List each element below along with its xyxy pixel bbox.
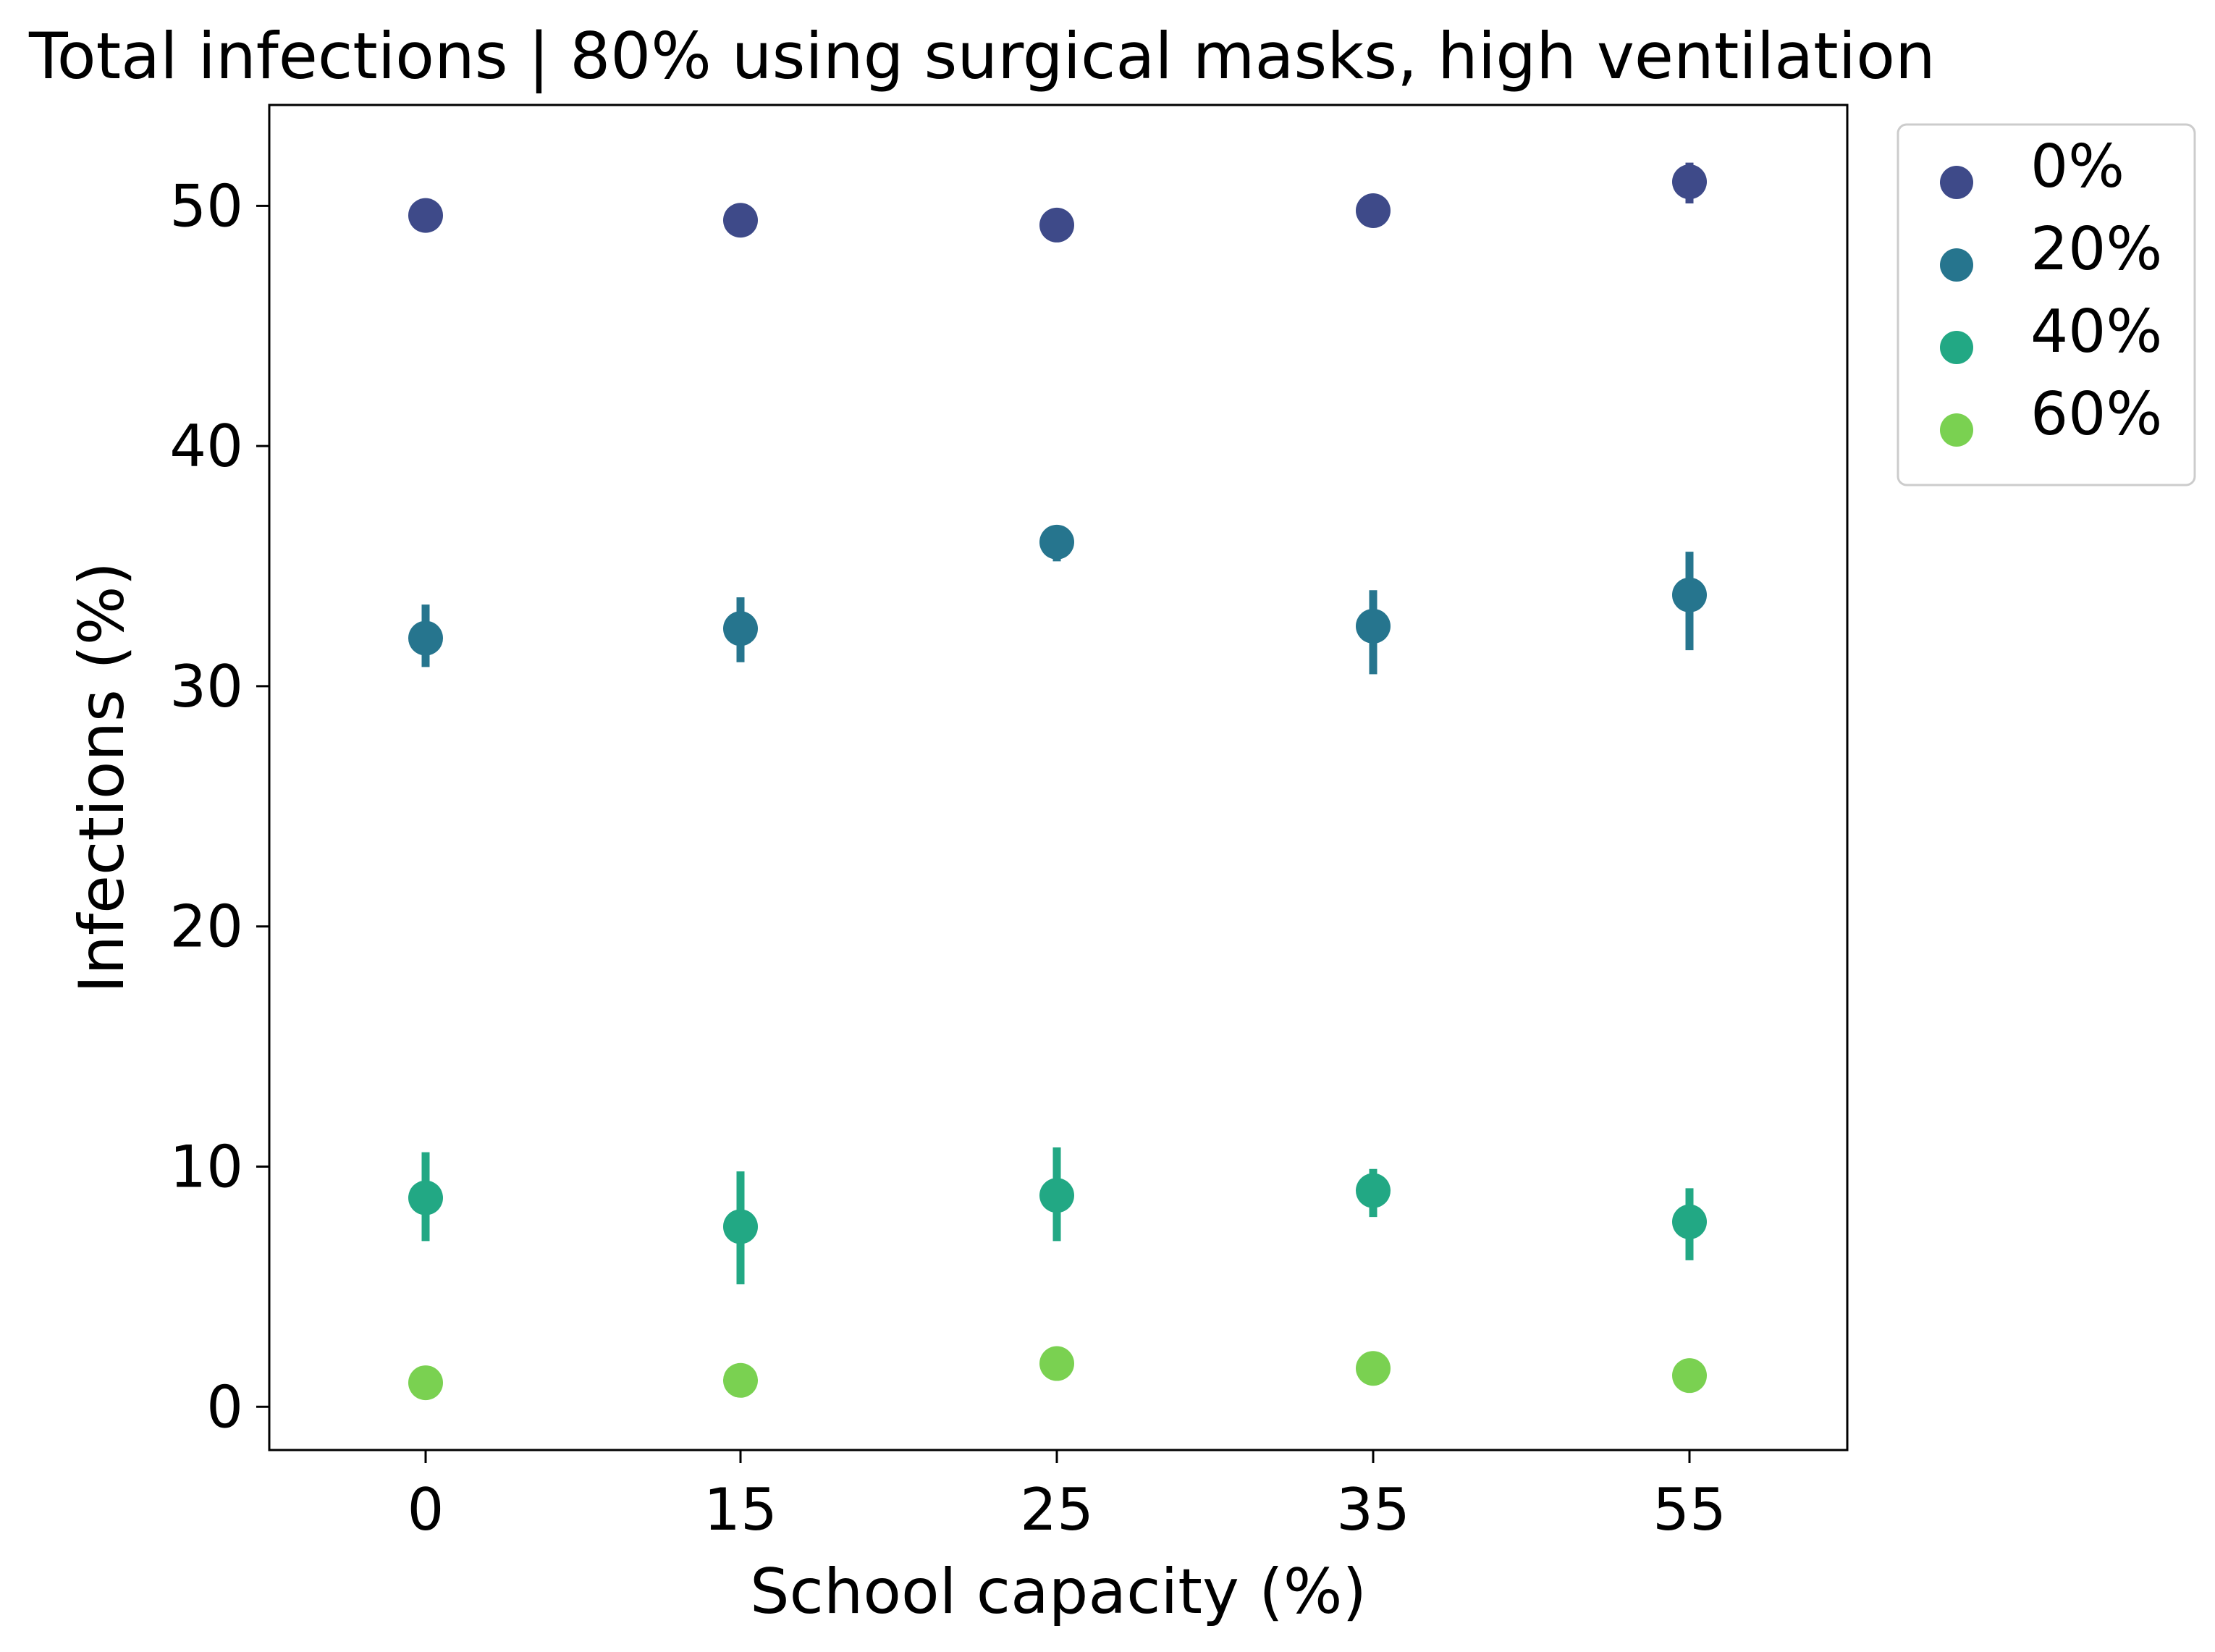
x-tick-label: 55 bbox=[1653, 1476, 1726, 1543]
data-point bbox=[1356, 608, 1391, 644]
x-tick-label: 35 bbox=[1336, 1476, 1410, 1543]
legend-marker bbox=[1940, 166, 1973, 199]
data-point bbox=[408, 198, 443, 233]
data-point bbox=[408, 1180, 443, 1215]
data-point bbox=[723, 203, 758, 238]
legend-marker bbox=[1940, 248, 1973, 282]
series-3 bbox=[408, 1346, 1707, 1401]
data-point bbox=[1356, 1351, 1391, 1386]
legend-marker bbox=[1940, 413, 1973, 447]
x-axis: 0 15 25 35 55 bbox=[408, 1450, 1726, 1543]
y-axis: 0 10 20 30 40 50 bbox=[169, 172, 269, 1441]
data-point bbox=[408, 620, 443, 656]
legend-label: 40% bbox=[2030, 298, 2162, 366]
y-tick-label: 20 bbox=[169, 893, 243, 961]
data-point bbox=[1039, 1346, 1074, 1381]
plot-area bbox=[268, 104, 1849, 1451]
x-tick-label: 25 bbox=[1020, 1476, 1094, 1543]
data-point bbox=[1672, 577, 1707, 612]
legend-box bbox=[1897, 123, 2196, 486]
y-tick-label: 50 bbox=[169, 172, 243, 240]
x-tick-label: 0 bbox=[408, 1476, 444, 1543]
data-point bbox=[723, 611, 758, 646]
series-2 bbox=[408, 1147, 1707, 1285]
x-axis-label: School capacity (%) bbox=[750, 1556, 1367, 1628]
y-tick-label: 10 bbox=[169, 1133, 243, 1200]
data-point bbox=[1039, 207, 1074, 243]
data-point bbox=[1039, 1178, 1074, 1213]
legend-label: 60% bbox=[2030, 380, 2162, 449]
legend-marker bbox=[1940, 331, 1973, 364]
data-point bbox=[1039, 524, 1074, 560]
data-point bbox=[1356, 1173, 1391, 1208]
data-point bbox=[723, 1209, 758, 1244]
data-point bbox=[1672, 1358, 1707, 1394]
x-tick-label: 15 bbox=[704, 1476, 777, 1543]
data-point bbox=[1672, 1204, 1707, 1239]
y-tick-label: 30 bbox=[169, 653, 243, 720]
chart-title: Total infections | 80% using surgical ma… bbox=[28, 19, 1936, 94]
y-tick-label: 0 bbox=[206, 1373, 243, 1441]
data-point bbox=[1356, 193, 1391, 228]
y-tick-label: 40 bbox=[169, 413, 243, 480]
series-1 bbox=[408, 524, 1707, 675]
legend-label: 20% bbox=[2030, 215, 2162, 284]
data-point bbox=[408, 1365, 443, 1401]
data-marks bbox=[408, 162, 1707, 1401]
series-0 bbox=[408, 162, 1707, 243]
data-point bbox=[1672, 164, 1707, 200]
data-point bbox=[723, 1362, 758, 1398]
y-axis-label: Infections (%) bbox=[66, 562, 138, 993]
legend: 0% 20% 40% 60% bbox=[1897, 123, 2196, 486]
legend-label: 0% bbox=[2030, 132, 2125, 201]
